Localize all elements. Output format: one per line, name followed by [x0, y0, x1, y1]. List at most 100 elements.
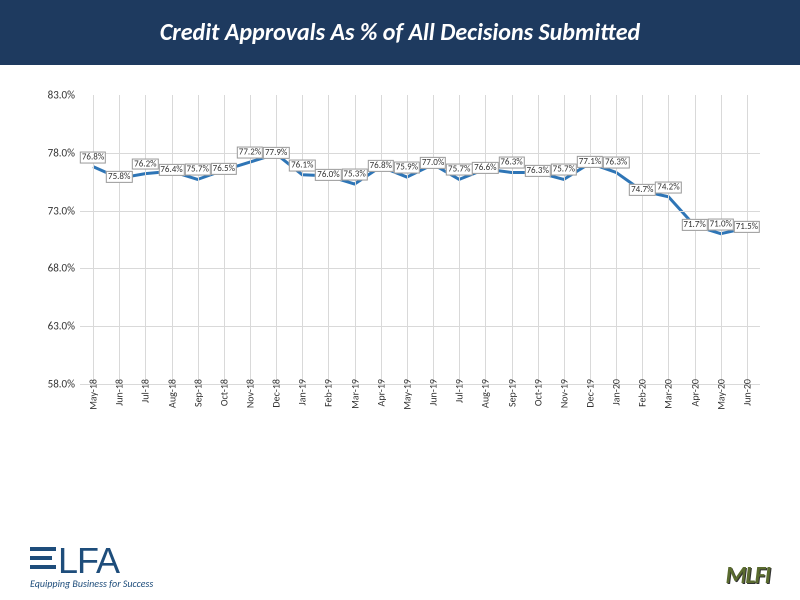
- data-label: 75.7%: [446, 164, 472, 176]
- v-gridline: [172, 95, 173, 384]
- elfa-e-icon: [30, 543, 56, 577]
- h-gridline: [80, 268, 760, 269]
- data-label: 71.7%: [681, 218, 707, 230]
- data-label: 75.3%: [341, 169, 367, 181]
- data-label: 76.6%: [472, 162, 498, 174]
- v-gridline: [198, 95, 199, 384]
- v-gridline: [381, 95, 382, 384]
- data-label: 74.2%: [655, 181, 681, 193]
- y-tick-label: 73.0%: [30, 204, 75, 217]
- data-label: 76.3%: [603, 157, 629, 169]
- v-gridline: [747, 95, 748, 384]
- plot-region: 58.0%63.0%68.0%73.0%78.0%83.0%May-18Jun-…: [80, 95, 760, 385]
- data-label: 76.3%: [498, 157, 524, 169]
- x-tick-label: Jan-20: [610, 379, 623, 405]
- v-gridline: [276, 95, 277, 384]
- v-gridline: [616, 95, 617, 384]
- chart-area: 58.0%63.0%68.0%73.0%78.0%83.0%May-18Jun-…: [30, 95, 770, 455]
- x-tick-label: Mar-19: [348, 379, 361, 409]
- data-label: 77.0%: [420, 157, 446, 169]
- x-tick-label: Aug-18: [165, 379, 178, 408]
- x-tick-label: Jun-19: [427, 379, 440, 406]
- v-gridline: [328, 95, 329, 384]
- elfa-tagline: Equipping Business for Success: [30, 577, 153, 590]
- x-tick-label: Nov-18: [244, 379, 257, 408]
- y-tick-label: 63.0%: [30, 320, 75, 333]
- x-tick-label: May-19: [400, 379, 413, 410]
- x-tick-label: Apr-20: [688, 379, 701, 406]
- data-label: 76.8%: [80, 151, 106, 163]
- h-gridline: [80, 384, 760, 385]
- v-gridline: [93, 95, 94, 384]
- x-tick-label: May-20: [714, 379, 727, 410]
- x-tick-label: Feb-19: [322, 379, 335, 407]
- data-label: 75.9%: [394, 162, 420, 174]
- v-gridline: [302, 95, 303, 384]
- data-label: 77.1%: [577, 156, 603, 168]
- v-gridline: [485, 95, 486, 384]
- x-tick-label: Feb-20: [636, 379, 649, 407]
- data-label: 71.5%: [734, 221, 760, 233]
- y-tick-label: 58.0%: [30, 378, 75, 391]
- y-tick-label: 78.0%: [30, 146, 75, 159]
- v-gridline: [355, 95, 356, 384]
- data-label: 75.7%: [184, 164, 210, 176]
- x-tick-label: Aug-19: [479, 379, 492, 408]
- chart-title: Credit Approvals As % of All Decisions S…: [160, 18, 640, 47]
- y-tick-label: 83.0%: [30, 89, 75, 102]
- h-gridline: [80, 211, 760, 212]
- x-tick-label: Nov-19: [557, 379, 570, 408]
- x-tick-label: Dec-19: [584, 379, 597, 408]
- elfa-logo-text: LFA: [30, 543, 153, 577]
- v-gridline: [564, 95, 565, 384]
- x-tick-label: May-18: [87, 379, 100, 410]
- data-label: 76.3%: [524, 165, 550, 177]
- v-gridline: [433, 95, 434, 384]
- mlfi-logo: MLFI: [725, 561, 770, 590]
- footer-logos: LFA Equipping Business for Success MLFI: [30, 543, 770, 590]
- data-label: 76.5%: [211, 163, 237, 175]
- data-label: 71.0%: [708, 218, 734, 230]
- x-tick-label: Sep-19: [505, 379, 518, 407]
- x-tick-label: Oct-19: [531, 379, 544, 406]
- v-gridline: [668, 95, 669, 384]
- data-label: 76.4%: [158, 164, 184, 176]
- x-tick-label: Jun-18: [113, 379, 126, 406]
- y-tick-label: 68.0%: [30, 262, 75, 275]
- line-series: [80, 95, 760, 384]
- data-label: 75.8%: [106, 171, 132, 183]
- x-tick-label: Jan-19: [296, 379, 309, 405]
- data-label: 77.2%: [237, 147, 263, 159]
- elfa-letters: LFA: [58, 540, 119, 581]
- data-label: 74.7%: [629, 184, 655, 196]
- data-label: 77.9%: [263, 147, 289, 159]
- v-gridline: [642, 95, 643, 384]
- v-gridline: [250, 95, 251, 384]
- h-gridline: [80, 153, 760, 154]
- data-label: 75.7%: [551, 164, 577, 176]
- x-tick-label: Jul-19: [453, 379, 466, 403]
- data-label: 76.1%: [289, 159, 315, 171]
- x-tick-label: Mar-20: [662, 379, 675, 409]
- v-gridline: [119, 95, 120, 384]
- chart-title-bar: Credit Approvals As % of All Decisions S…: [0, 0, 800, 65]
- x-tick-label: Apr-19: [374, 379, 387, 406]
- v-gridline: [721, 95, 722, 384]
- x-tick-label: Dec-18: [270, 379, 283, 408]
- v-gridline: [459, 95, 460, 384]
- data-label: 76.0%: [315, 169, 341, 181]
- elfa-logo: LFA Equipping Business for Success: [30, 543, 153, 590]
- v-gridline: [407, 95, 408, 384]
- x-tick-label: Jun-20: [740, 379, 753, 406]
- v-gridline: [512, 95, 513, 384]
- v-gridline: [695, 95, 696, 384]
- data-label: 76.8%: [368, 160, 394, 172]
- v-gridline: [590, 95, 591, 384]
- x-tick-label: Oct-18: [217, 379, 230, 406]
- v-gridline: [224, 95, 225, 384]
- v-gridline: [145, 95, 146, 384]
- v-gridline: [538, 95, 539, 384]
- x-tick-label: Sep-18: [191, 379, 204, 407]
- data-label: 76.2%: [132, 158, 158, 170]
- h-gridline: [80, 326, 760, 327]
